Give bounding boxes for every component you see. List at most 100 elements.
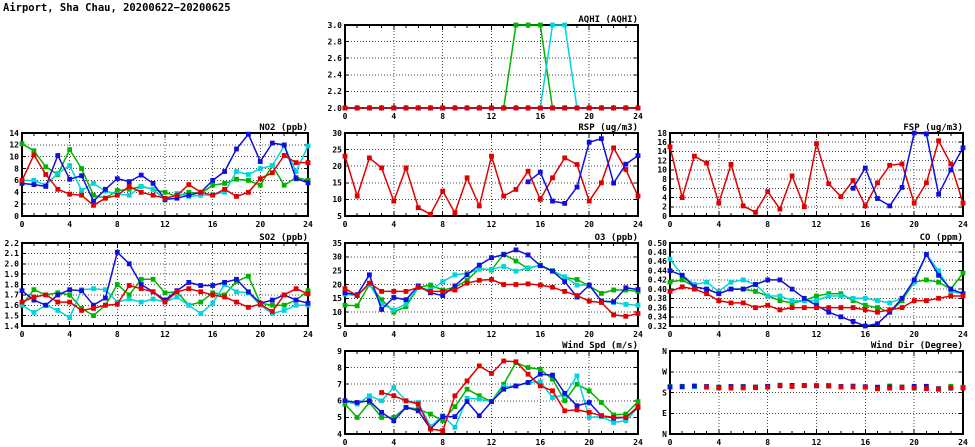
chart-o3: 5 10 15 20 25 30 35 0 4 8 12 16 20 24 O3 (ppb) — [330, 232, 652, 339]
svg-text:0.32: 0.32 — [648, 322, 667, 331]
svg-text:24: 24 — [303, 330, 313, 339]
svg-text:0: 0 — [662, 212, 667, 221]
svg-text:2: 2 — [14, 200, 19, 209]
svg-text:4: 4 — [716, 330, 721, 339]
svg-text:1.5: 1.5 — [5, 311, 20, 320]
svg-text:NO2 (ppb): NO2 (ppb) — [259, 123, 308, 133]
svg-text:20: 20 — [909, 330, 919, 339]
co-plot: 0.320.340.360.380.400.420.440.460.480.50… — [648, 233, 968, 339]
svg-text:16: 16 — [861, 330, 871, 339]
svg-text:24: 24 — [633, 438, 643, 447]
svg-text:2.0: 2.0 — [5, 260, 20, 269]
svg-text:4: 4 — [67, 220, 72, 229]
svg-text:24: 24 — [958, 330, 968, 339]
svg-text:0: 0 — [668, 220, 673, 229]
svg-text:FSP (ug/m3): FSP (ug/m3) — [903, 123, 963, 133]
svg-text:0.36: 0.36 — [648, 303, 667, 312]
svg-text:30: 30 — [332, 253, 342, 262]
svg-text:W: W — [662, 368, 667, 377]
svg-text:24: 24 — [958, 438, 968, 447]
svg-text:4: 4 — [391, 112, 396, 121]
svg-text:4: 4 — [716, 438, 721, 447]
svg-text:16: 16 — [536, 438, 546, 447]
aqhi-plot: 2.0 2.2 2.4 2.6 2.8 3.0 0 4 8 12 16 20 24 AQHI (AQHI) — [328, 15, 643, 121]
svg-text:24: 24 — [303, 220, 313, 229]
svg-text:E: E — [662, 409, 667, 418]
svg-text:2: 2 — [662, 203, 667, 212]
svg-text:1.9: 1.9 — [5, 270, 20, 279]
svg-text:4: 4 — [391, 438, 396, 447]
svg-text:6: 6 — [337, 397, 342, 406]
svg-text:16: 16 — [861, 438, 871, 447]
svg-text:20: 20 — [909, 438, 919, 447]
svg-text:5: 5 — [337, 212, 342, 221]
svg-text:0.42: 0.42 — [648, 276, 667, 285]
svg-text:16: 16 — [208, 220, 218, 229]
svg-text:4: 4 — [337, 430, 342, 439]
svg-text:16: 16 — [536, 330, 546, 339]
svg-text:1.8: 1.8 — [5, 280, 20, 289]
svg-text:4: 4 — [391, 330, 396, 339]
svg-text:0: 0 — [343, 112, 348, 121]
svg-text:8: 8 — [662, 175, 667, 184]
chart-wind-spd: 4 5 6 7 8 9 0 4 8 12 16 20 24 Wind Spd (m/s) — [330, 340, 652, 447]
svg-text:8: 8 — [115, 330, 120, 339]
svg-text:20: 20 — [256, 220, 266, 229]
svg-text:4: 4 — [662, 193, 667, 202]
svg-text:Wind Spd (m/s): Wind Spd (m/s) — [562, 340, 638, 351]
svg-text:0: 0 — [343, 220, 348, 229]
svg-text:1.6: 1.6 — [5, 301, 20, 310]
svg-text:8: 8 — [440, 220, 445, 229]
svg-text:20: 20 — [584, 112, 594, 121]
svg-text:0.46: 0.46 — [648, 257, 667, 266]
svg-text:16: 16 — [536, 220, 546, 229]
svg-text:15: 15 — [332, 179, 342, 188]
chart-co: 0.32 0.34 0.36 0.38 0.40 0.42 0.44 0.46 0.48 0.50… — [648, 232, 975, 339]
svg-text:12: 12 — [160, 330, 170, 339]
chart-so2: 1.4 1.5 1.6 1.7 1.8 1.9 2.0 2.1 2.2 0 4 8 12 16 20 24 SO… — [0, 232, 322, 339]
svg-text:RSP (ug/m3): RSP (ug/m3) — [578, 123, 638, 133]
svg-text:N: N — [662, 430, 667, 439]
svg-text:24: 24 — [633, 330, 643, 339]
svg-text:12: 12 — [487, 112, 497, 121]
svg-text:8: 8 — [765, 220, 770, 229]
svg-text:0.38: 0.38 — [648, 294, 667, 303]
svg-text:12: 12 — [657, 156, 667, 165]
svg-text:12: 12 — [160, 220, 170, 229]
chart-fsp: 0 2 4 6 8 10 12 14 16 18 0 4 8 12 16 20 24 FSP (ug/m3) — [655, 122, 975, 229]
svg-text:16: 16 — [657, 138, 667, 147]
svg-text:25: 25 — [332, 266, 342, 275]
svg-text:0: 0 — [20, 330, 25, 339]
svg-text:20: 20 — [332, 280, 342, 289]
svg-text:16: 16 — [208, 330, 218, 339]
svg-text:24: 24 — [633, 112, 643, 121]
svg-text:10: 10 — [9, 153, 19, 162]
svg-text:14: 14 — [657, 147, 667, 156]
chart-no2: 0 2 4 6 8 10 12 14 0 4 8 12 16 20 24 NO2 (ppb) — [0, 122, 322, 229]
svg-text:8: 8 — [440, 330, 445, 339]
svg-text:24: 24 — [958, 220, 968, 229]
svg-text:6: 6 — [14, 176, 19, 185]
svg-text:10: 10 — [332, 308, 342, 317]
svg-text:S: S — [662, 388, 667, 397]
svg-text:12: 12 — [487, 330, 497, 339]
svg-text:20: 20 — [256, 330, 266, 339]
svg-text:16: 16 — [536, 112, 546, 121]
svg-text:12: 12 — [812, 220, 822, 229]
svg-text:AQHI (AQHI): AQHI (AQHI) — [578, 15, 638, 25]
svg-text:4: 4 — [391, 220, 396, 229]
chart-aqhi: 2.0 2.2 2.4 2.6 2.8 3.0 0 4 8 12 16 20 24 AQHI (AQHI) — [328, 14, 652, 121]
svg-text:0.34: 0.34 — [648, 313, 667, 322]
svg-text:20: 20 — [584, 330, 594, 339]
svg-text:10: 10 — [332, 195, 342, 204]
svg-text:8: 8 — [14, 164, 19, 173]
o3-plot: 5 10 15 20 25 30 35 0 4 8 12 16 20 24 O3 (ppb) — [332, 233, 643, 339]
svg-text:2.1: 2.1 — [5, 249, 20, 258]
svg-text:O3 (ppb): O3 (ppb) — [595, 233, 638, 243]
svg-text:16: 16 — [861, 220, 871, 229]
svg-text:0: 0 — [20, 220, 25, 229]
